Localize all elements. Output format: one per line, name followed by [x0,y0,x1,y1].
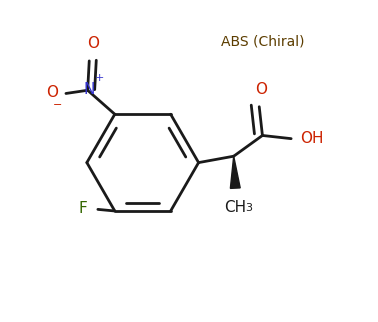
Text: ABS (Chiral): ABS (Chiral) [221,34,304,48]
Text: 3: 3 [245,203,252,213]
Text: O: O [87,36,99,51]
Text: O: O [255,82,267,97]
Text: O: O [46,85,59,100]
Text: +: + [95,73,104,83]
Text: CH: CH [224,200,246,215]
Text: OH: OH [300,130,324,146]
Text: N: N [84,82,95,97]
Text: −: − [53,99,63,109]
Text: F: F [79,201,87,216]
Polygon shape [230,156,240,188]
